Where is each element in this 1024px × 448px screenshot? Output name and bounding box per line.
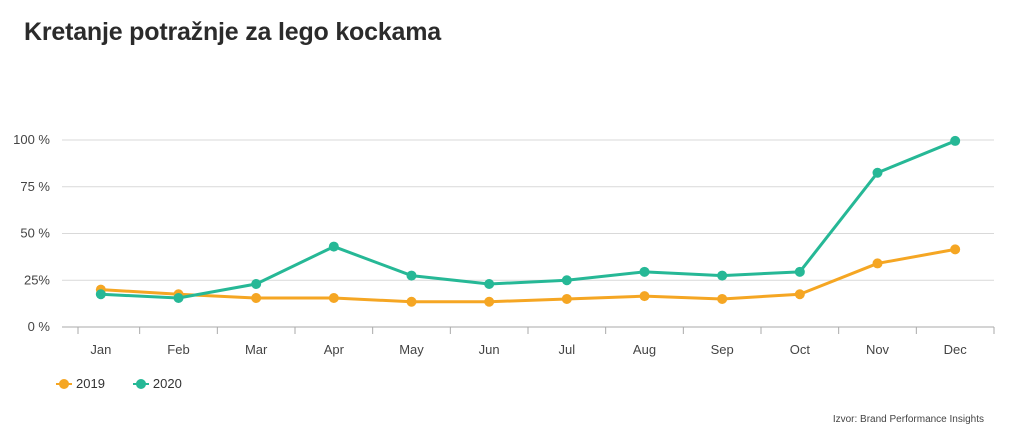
data-point-2019[interactable]: [484, 296, 495, 307]
data-point-2020[interactable]: [561, 275, 572, 286]
x-tick-label: Mar: [245, 342, 268, 357]
series-2020: [95, 135, 961, 304]
legend-item-2019[interactable]: 2019: [56, 376, 105, 391]
data-point-2019[interactable]: [794, 289, 805, 300]
y-axis-ticks: 0 % 25% 50 % 75 % 100 %: [13, 132, 50, 334]
legend-label-2019: 2019: [76, 376, 105, 391]
y-tick-label: 75 %: [20, 179, 50, 194]
x-axis: Jan Feb Mar Apr May Jun Jul Aug Sep Oct Nov Dec: [62, 326, 995, 357]
data-point-2020[interactable]: [717, 270, 728, 281]
x-tick-label: Feb: [167, 342, 189, 357]
y-tick-label: 25%: [24, 272, 50, 287]
series-layer: [95, 135, 961, 307]
legend-swatch-2019: [56, 377, 72, 391]
x-tick-label: Oct: [790, 342, 811, 357]
x-tick-label: May: [399, 342, 424, 357]
y-tick-label: 50 %: [20, 226, 50, 241]
x-tick-label: Jan: [90, 342, 111, 357]
data-point-2019[interactable]: [639, 291, 650, 302]
data-point-2020[interactable]: [328, 241, 339, 252]
data-point-2019[interactable]: [251, 293, 262, 304]
data-point-2019[interactable]: [328, 293, 339, 304]
data-point-2019[interactable]: [561, 293, 572, 304]
x-tick-label: Sep: [711, 342, 734, 357]
y-tick-label: 0 %: [28, 319, 51, 334]
data-point-2020[interactable]: [872, 167, 883, 178]
data-point-2020[interactable]: [950, 135, 961, 146]
data-point-2020[interactable]: [173, 293, 184, 304]
x-tick-label: Apr: [324, 342, 345, 357]
legend: 2019 2020: [56, 376, 182, 391]
data-point-2020[interactable]: [406, 270, 417, 281]
data-point-2019[interactable]: [406, 296, 417, 307]
data-point-2020[interactable]: [95, 289, 106, 300]
series-2019: [95, 244, 961, 307]
data-point-2020[interactable]: [794, 266, 805, 277]
legend-label-2020: 2020: [152, 376, 182, 391]
chart-title: Kretanje potražnje za lego kockama: [24, 18, 441, 46]
y-tick-label: 100 %: [13, 132, 50, 147]
data-point-2019[interactable]: [950, 244, 961, 255]
series-line-2020: [99, 139, 957, 300]
data-point-2020[interactable]: [639, 266, 650, 277]
x-tick-label: Dec: [944, 342, 968, 357]
legend-item-2020[interactable]: 2020: [132, 376, 182, 391]
x-tick-label: Jul: [559, 342, 576, 357]
data-point-2020[interactable]: [484, 278, 495, 289]
data-point-2019[interactable]: [717, 293, 728, 304]
x-tick-label: Nov: [866, 342, 890, 357]
gridlines: [62, 139, 994, 281]
legend-swatch-2020: [132, 377, 149, 391]
series-line-2019: [99, 247, 957, 304]
data-point-2020[interactable]: [251, 278, 262, 289]
x-tick-label: Aug: [633, 342, 656, 357]
x-tick-label: Jun: [479, 342, 500, 357]
data-point-2019[interactable]: [872, 258, 883, 269]
source-note: Izvor: Brand Performance Insights: [832, 414, 984, 425]
